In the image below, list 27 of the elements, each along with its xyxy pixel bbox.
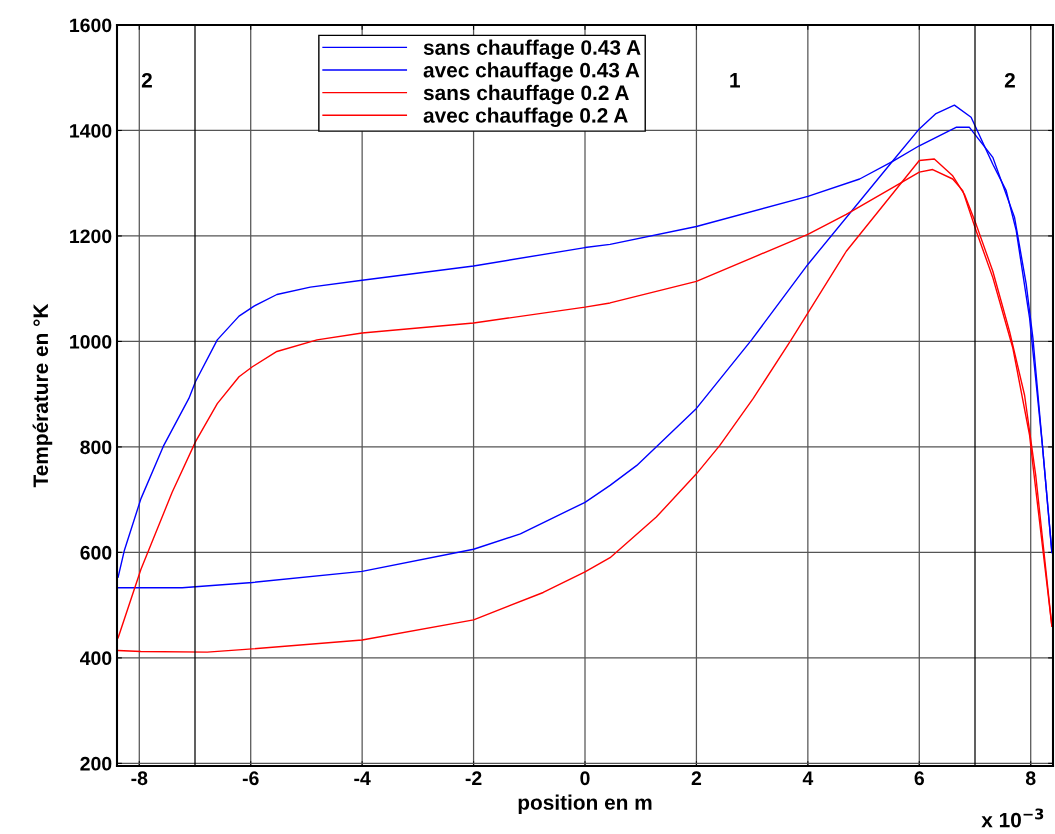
legend-label: avec chauffage 0.2 A (423, 107, 628, 128)
x-tick-label: 4 (802, 771, 814, 785)
x-tick-label: -6 (242, 771, 259, 786)
text: x 10$^{−3}$ (981, 808, 1044, 828)
y-tick-label: 1200 (70, 229, 112, 244)
y-tick-label: 800 (80, 440, 112, 455)
y-tick-label: 1600 (70, 18, 112, 33)
x-tick-label: -8 (131, 771, 148, 786)
x-tick-label: 2 (691, 771, 702, 785)
y-tick-label: 400 (79, 651, 112, 666)
annotation: 1 (730, 73, 740, 88)
legend-label: sans chauffage 0.43 A (423, 39, 641, 60)
y-tick-label: 200 (80, 756, 112, 771)
y-axis-title: Température en °K (32, 303, 53, 488)
x-tick-label: -2 (465, 771, 482, 785)
x-tick-label: 0 (580, 771, 590, 786)
annotation: 2 (1004, 72, 1015, 88)
annotation: 2 (141, 72, 152, 88)
legend-label: sans chauffage 0.2 A (423, 84, 629, 105)
x-tick-label: 8 (1025, 771, 1036, 786)
x-axis-title: position en m (518, 794, 652, 814)
y-tick-label: 600 (80, 545, 112, 560)
y-tick-label: 1000 (70, 334, 112, 349)
legend-label: avec chauffage 0.43 A (423, 62, 640, 82)
y-tick-label: 1400 (70, 123, 112, 138)
x-tick-label: -4 (354, 771, 371, 785)
x-tick-label: 6 (914, 771, 924, 786)
